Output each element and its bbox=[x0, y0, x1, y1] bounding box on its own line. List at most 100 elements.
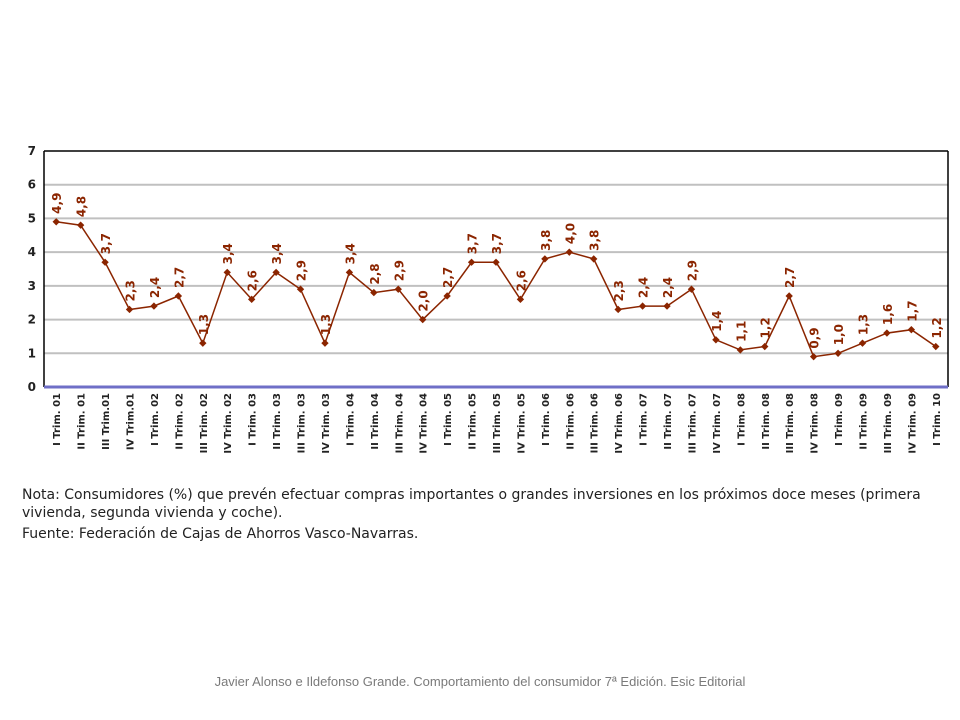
x-tick-label: I Trim. 03 bbox=[248, 393, 259, 446]
data-point bbox=[590, 255, 598, 263]
data-point bbox=[712, 336, 720, 344]
x-tick-label: II Trim. 04 bbox=[370, 393, 381, 450]
data-label: 3,7 bbox=[490, 233, 504, 254]
data-point bbox=[932, 342, 940, 351]
data-label: 2,3 bbox=[612, 280, 626, 301]
data-label: 2,9 bbox=[295, 260, 309, 281]
data-point bbox=[223, 268, 231, 277]
x-tick-label: II Trim. 01 bbox=[77, 393, 88, 450]
data-label: 4,9 bbox=[50, 193, 64, 214]
data-point bbox=[541, 255, 549, 263]
x-tick-label: III Trim.01 bbox=[101, 393, 112, 450]
data-label: 2,8 bbox=[368, 263, 382, 284]
x-tick-label: I Trim. 05 bbox=[443, 393, 454, 446]
data-label: 2,6 bbox=[246, 270, 260, 291]
x-tick-label: IV Trim. 05 bbox=[516, 393, 527, 454]
data-label: 2,7 bbox=[172, 267, 186, 288]
x-tick-label: III Trim. 02 bbox=[199, 393, 210, 453]
x-tick-label: IV Trim. 04 bbox=[419, 393, 430, 454]
data-point bbox=[785, 292, 793, 300]
x-axis-ticks: I Trim. 01 II Trim. 01 III Trim.01 IV Trim.… bbox=[52, 393, 943, 454]
data-point bbox=[492, 258, 500, 266]
x-tick-label: II Trim. 09 bbox=[858, 393, 869, 450]
data-point bbox=[52, 218, 60, 226]
x-tick-label: III Trim. 03 bbox=[297, 393, 308, 453]
x-tick-label: IV Trim. 09 bbox=[907, 393, 918, 454]
data-point bbox=[76, 221, 85, 229]
data-point bbox=[565, 248, 573, 256]
x-tick-label: III Trim. 04 bbox=[394, 393, 405, 453]
data-label: 2,9 bbox=[392, 260, 406, 281]
data-point bbox=[419, 315, 427, 324]
data-label: 1,1 bbox=[734, 321, 748, 342]
data-point bbox=[834, 349, 842, 357]
data-point bbox=[199, 339, 207, 347]
x-tick-label: II Trim. 07 bbox=[663, 393, 674, 450]
x-tick-label: I Trim. 10 bbox=[932, 393, 943, 446]
data-label: 0,9 bbox=[808, 327, 822, 348]
data-point bbox=[101, 258, 109, 266]
line-chart: 0 1 2 3 4 5 6 7 I Trim. 01 II Trim. 01 III Trim.0… bbox=[28, 144, 949, 454]
x-tick-label: II Trim. 06 bbox=[565, 393, 576, 450]
data-label: 2,7 bbox=[441, 267, 455, 288]
data-point bbox=[516, 295, 525, 304]
x-tick-label: II Trim. 05 bbox=[468, 393, 479, 450]
x-tick-label: III Trim. 09 bbox=[883, 393, 894, 453]
y-tick-label: 5 bbox=[28, 211, 36, 225]
x-tick-label: III Trim. 05 bbox=[492, 393, 503, 453]
data-label: 2,4 bbox=[148, 277, 162, 298]
data-point bbox=[736, 346, 745, 354]
data-label: 1,3 bbox=[197, 314, 211, 335]
data-point bbox=[125, 305, 134, 314]
data-label: 2,9 bbox=[685, 260, 699, 281]
data-point bbox=[858, 339, 867, 347]
data-point bbox=[638, 302, 647, 310]
data-point bbox=[883, 329, 891, 337]
x-tick-label: IV Trim.01 bbox=[126, 393, 137, 450]
data-label: 3,8 bbox=[539, 230, 553, 251]
x-tick-label: I Trim. 07 bbox=[639, 393, 650, 446]
data-point bbox=[443, 292, 451, 300]
data-label: 4,0 bbox=[563, 223, 577, 244]
data-point bbox=[687, 285, 696, 293]
data-label: 3,4 bbox=[221, 243, 235, 264]
grid-lines bbox=[44, 183, 948, 355]
data-label: 3,4 bbox=[270, 243, 284, 264]
x-tick-label: III Trim. 08 bbox=[785, 393, 796, 453]
data-point bbox=[467, 258, 476, 266]
y-tick-label: 7 bbox=[28, 144, 36, 158]
y-tick-label: 3 bbox=[28, 279, 36, 293]
x-tick-label: I Trim. 04 bbox=[345, 393, 356, 446]
x-tick-label: III Trim. 07 bbox=[687, 393, 698, 453]
slide-footer: Javier Alonso e Ildefonso Grande. Compor… bbox=[214, 674, 746, 689]
data-point bbox=[907, 326, 916, 334]
x-tick-label: I Trim. 01 bbox=[52, 393, 63, 446]
data-point bbox=[663, 302, 671, 310]
x-tick-label: I Trim. 08 bbox=[736, 393, 747, 446]
y-tick-label: 0 bbox=[28, 380, 36, 394]
data-point bbox=[150, 302, 158, 310]
data-label: 3,8 bbox=[588, 230, 602, 251]
data-point bbox=[614, 305, 622, 314]
data-point bbox=[809, 352, 818, 361]
data-point bbox=[272, 268, 280, 277]
data-label: 3,7 bbox=[99, 233, 113, 254]
y-tick-label: 2 bbox=[28, 313, 36, 327]
data-point bbox=[247, 295, 256, 304]
y-axis-ticks: 0 1 2 3 4 5 6 7 bbox=[28, 144, 36, 394]
y-tick-label: 6 bbox=[28, 178, 36, 192]
data-label: 1,4 bbox=[710, 311, 724, 332]
data-label: 1,0 bbox=[832, 324, 846, 345]
data-point bbox=[174, 292, 183, 300]
y-tick-label: 4 bbox=[28, 245, 36, 259]
data-label: 1,2 bbox=[759, 317, 773, 338]
data-point bbox=[761, 342, 769, 351]
data-point bbox=[370, 288, 378, 297]
x-tick-label: I Trim. 02 bbox=[150, 393, 161, 446]
x-tick-label: I Trim. 06 bbox=[541, 393, 552, 446]
chart-source: Fuente: Federación de Cajas de Ahorros V… bbox=[22, 526, 419, 542]
x-tick-label: II Trim. 03 bbox=[272, 393, 283, 450]
data-label: 1,3 bbox=[856, 314, 870, 335]
data-label: 2,7 bbox=[783, 267, 797, 288]
data-label: 3,4 bbox=[343, 243, 357, 264]
